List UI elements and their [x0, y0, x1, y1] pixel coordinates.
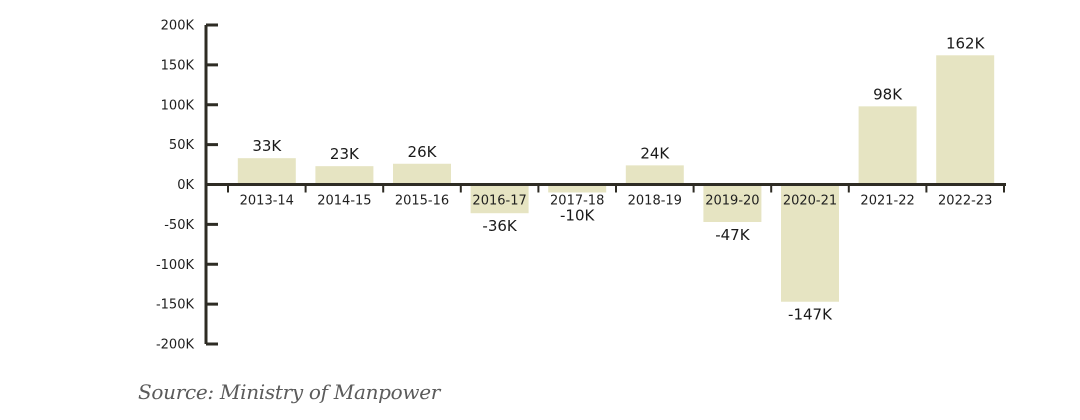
y-tick-label: 50K [169, 138, 195, 153]
data-label: 24K [640, 144, 670, 162]
data-label: -36K [482, 217, 517, 235]
x-tick-label: 2022-23 [938, 194, 992, 209]
y-tick-label: -100K [156, 258, 195, 273]
y-tick-label: 200K [161, 19, 195, 34]
bar-chart: 200K 150K 100K 50K 0K -50K -100K -150K -200K 201… [156, 19, 1006, 353]
bar [548, 184, 607, 193]
data-labels: 33K 23K 26K -36K -10K 24K -47K -147K 98K 162K [252, 34, 985, 323]
data-label: -147K [788, 306, 833, 324]
x-tick-label: 2015-16 [395, 194, 449, 209]
x-axis: 2013-14 2014-15 2015-16 2016-17 2017-18 2018-… [206, 183, 1006, 209]
x-tick-label: 2020-21 [783, 194, 837, 209]
bar [625, 165, 684, 185]
y-tick-label: 0K [177, 178, 194, 193]
data-label: -10K [560, 207, 595, 225]
bar [703, 184, 762, 222]
data-label: 162K [946, 34, 986, 52]
bars [237, 55, 995, 302]
bar [858, 106, 917, 185]
x-tick-label: 2013-14 [240, 194, 294, 209]
y-tick-label: 100K [161, 98, 195, 113]
data-label: 23K [330, 145, 360, 163]
bar [393, 163, 451, 185]
data-label: 33K [252, 137, 282, 155]
source-note: Source: Ministry of Manpower [138, 380, 441, 404]
data-label: -47K [715, 226, 750, 244]
x-tick-label: 2018-19 [628, 194, 682, 209]
y-tick-label: -50K [164, 218, 194, 233]
bar [936, 55, 995, 185]
bar [315, 166, 374, 185]
x-tick-label: 2019-20 [705, 194, 759, 209]
x-tick-label: 2014-15 [317, 194, 371, 209]
bar [781, 184, 839, 302]
x-tick-label: 2016-17 [472, 194, 526, 209]
data-label: 26K [408, 143, 438, 161]
x-tick-label: 2021-22 [860, 194, 914, 209]
x-tick-label: 2017-18 [550, 194, 604, 209]
bar [470, 184, 529, 214]
bar [237, 158, 296, 185]
data-label: 98K [873, 85, 903, 103]
y-tick-label: 150K [161, 58, 195, 73]
y-tick-label: -200K [156, 338, 195, 353]
y-tick-label: -150K [156, 298, 195, 313]
